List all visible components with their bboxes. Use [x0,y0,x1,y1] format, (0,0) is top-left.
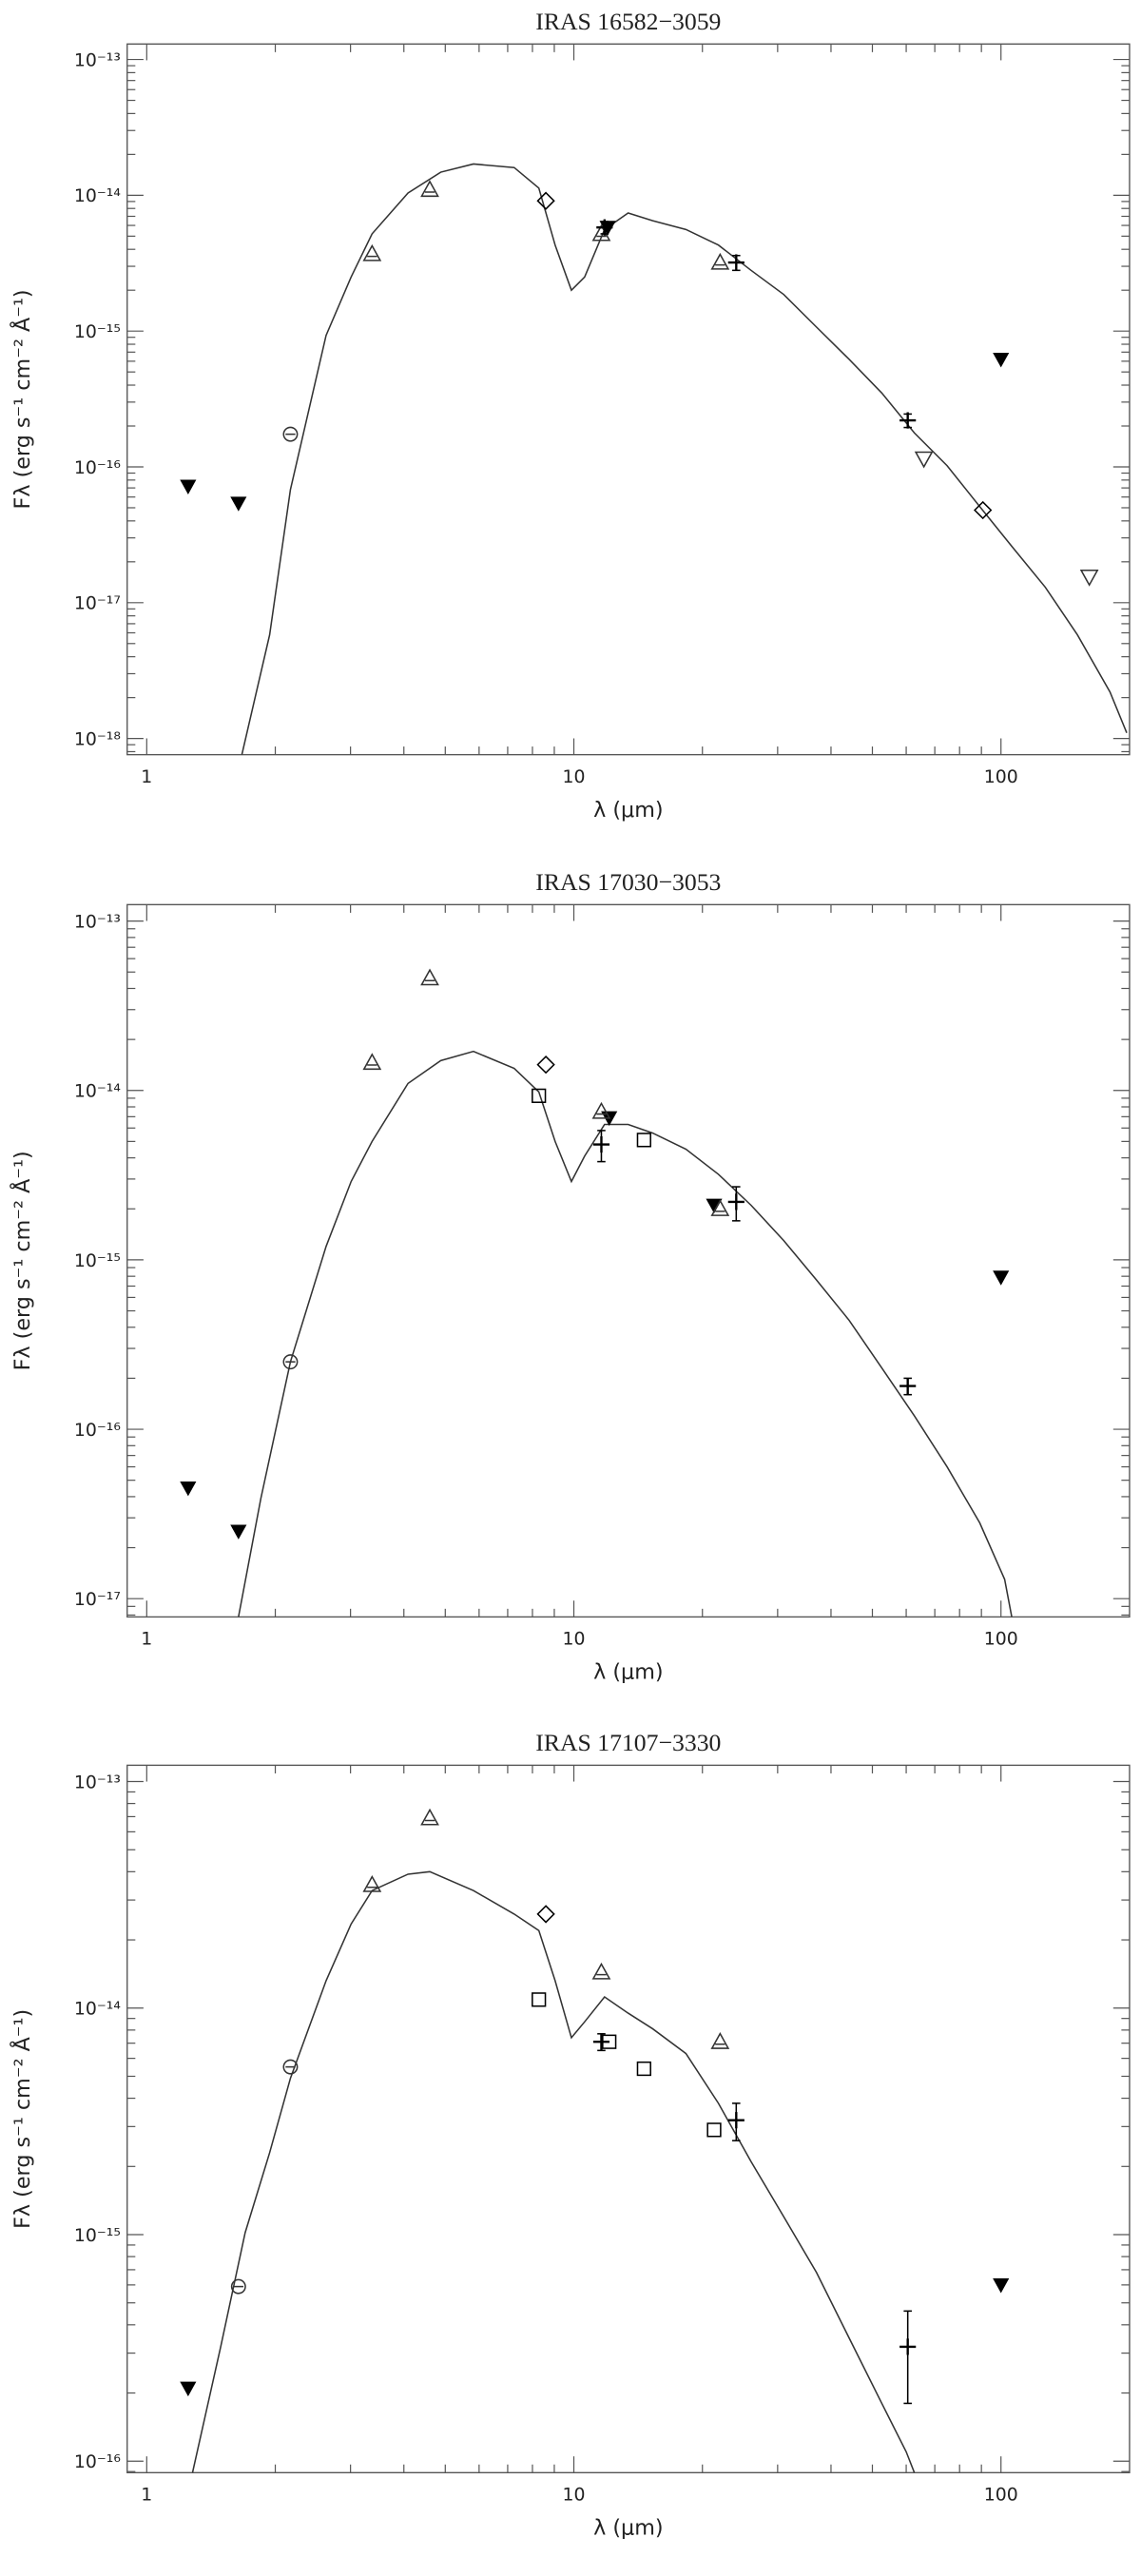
y-tick-label: 10⁻¹⁵ [74,1251,121,1271]
y-tick-label: 10⁻¹⁴ [74,186,121,206]
x-axis-label: λ (μm) [593,1660,663,1685]
marker-triangle-down [230,496,247,512]
marker-triangle-down [180,2381,197,2397]
marker-square [532,1088,547,1103]
marker-triangle-down [180,479,197,494]
marker-triangle-down-open [1079,569,1099,587]
model-line [191,1870,916,2473]
chart-title: IRAS 17107−3330 [535,1729,721,1756]
marker-triangle-up [710,252,730,270]
chart-title: IRAS 16582−3059 [535,8,721,35]
marker-square [636,1133,651,1148]
marker-circle [282,426,299,442]
y-axis-label: Fλ (erg s⁻¹ cm⁻² Å⁻¹) [9,2009,35,2229]
marker-triangle-up [591,1101,611,1119]
marker-triangle-down [180,1481,197,1497]
x-tick-label: 100 [984,1630,1018,1650]
marker-triangle-up [420,1808,439,1826]
y-tick-label: 10⁻¹³ [74,50,121,70]
marker-triangle-up [591,1962,611,1980]
x-tick-label: 100 [984,2485,1018,2505]
marker-triangle-down [993,2278,1010,2294]
x-axis-label: λ (μm) [593,798,663,823]
y-tick-label: 10⁻¹⁷ [74,1590,121,1610]
marker-square [532,1992,547,2007]
y-tick-label: 10⁻¹⁶ [74,458,121,478]
y-axis-label: Fλ (erg s⁻¹ cm⁻² Å⁻¹) [9,1151,35,1370]
y-tick-label: 10⁻¹⁷ [74,594,121,614]
marker-triangle-up [710,2032,730,2049]
marker-diamond [536,191,555,210]
marker-circle [282,2059,299,2075]
marker-triangle-up [710,1199,730,1216]
x-tick-label: 10 [563,1630,586,1650]
x-tick-label: 1 [141,767,152,787]
y-tick-label: 10⁻¹³ [74,912,121,932]
plot-frame [126,903,1131,1618]
marker-triangle-down [993,352,1010,368]
marker-diamond [974,500,993,520]
chart-title: IRAS 17030−3053 [535,868,721,896]
marker-square [706,2122,722,2138]
chart: IRAS 17107−3330 λ (μm) Fλ (erg s⁻¹ cm⁻² Å⁻… [9,1729,1131,2540]
y-tick-label: 10⁻¹⁶ [74,2452,121,2472]
x-tick-label: 10 [563,2485,586,2505]
model-line [238,1050,1013,1617]
x-tick-label: 1 [141,1630,152,1650]
marker-triangle-down [706,1198,723,1214]
model-line [241,163,1128,755]
chart: IRAS 17030−3053 λ (μm) Fλ (erg s⁻¹ cm⁻² Å⁻… [9,868,1131,1685]
x-tick-label: 100 [984,767,1018,787]
marker-circle [230,2278,246,2295]
y-axis-label: Fλ (erg s⁻¹ cm⁻² Å⁻¹) [9,289,35,509]
plot-frame [126,43,1131,756]
chart: IRAS 16582−3059 λ (μm) Fλ (erg s⁻¹ cm⁻² Å⁻… [9,8,1131,823]
marker-triangle-up [420,180,439,198]
plot-frame [126,1764,1131,2474]
y-tick-label: 10⁻¹³ [74,1772,121,1792]
marker-triangle-up [362,243,382,261]
marker-triangle-up [362,1874,382,1892]
marker-diamond [536,1905,555,1924]
y-tick-label: 10⁻¹⁶ [74,1421,121,1441]
x-tick-label: 10 [563,767,586,787]
x-axis-label: λ (μm) [593,2515,663,2540]
y-tick-label: 10⁻¹⁸ [74,729,121,749]
marker-diamond [536,1055,555,1075]
marker-triangle-down [230,1524,247,1540]
marker-square [636,2061,651,2077]
y-tick-label: 10⁻¹⁵ [74,2226,121,2246]
y-tick-label: 10⁻¹⁴ [74,2000,121,2020]
marker-triangle-up [362,1053,382,1071]
marker-triangle-up [420,968,439,986]
marker-triangle-down-open [914,451,934,469]
x-tick-label: 1 [141,2485,152,2505]
y-tick-label: 10⁻¹⁵ [74,322,121,342]
marker-triangle-down [993,1270,1010,1286]
y-tick-label: 10⁻¹⁴ [74,1082,121,1102]
marker-circle [282,1354,299,1370]
